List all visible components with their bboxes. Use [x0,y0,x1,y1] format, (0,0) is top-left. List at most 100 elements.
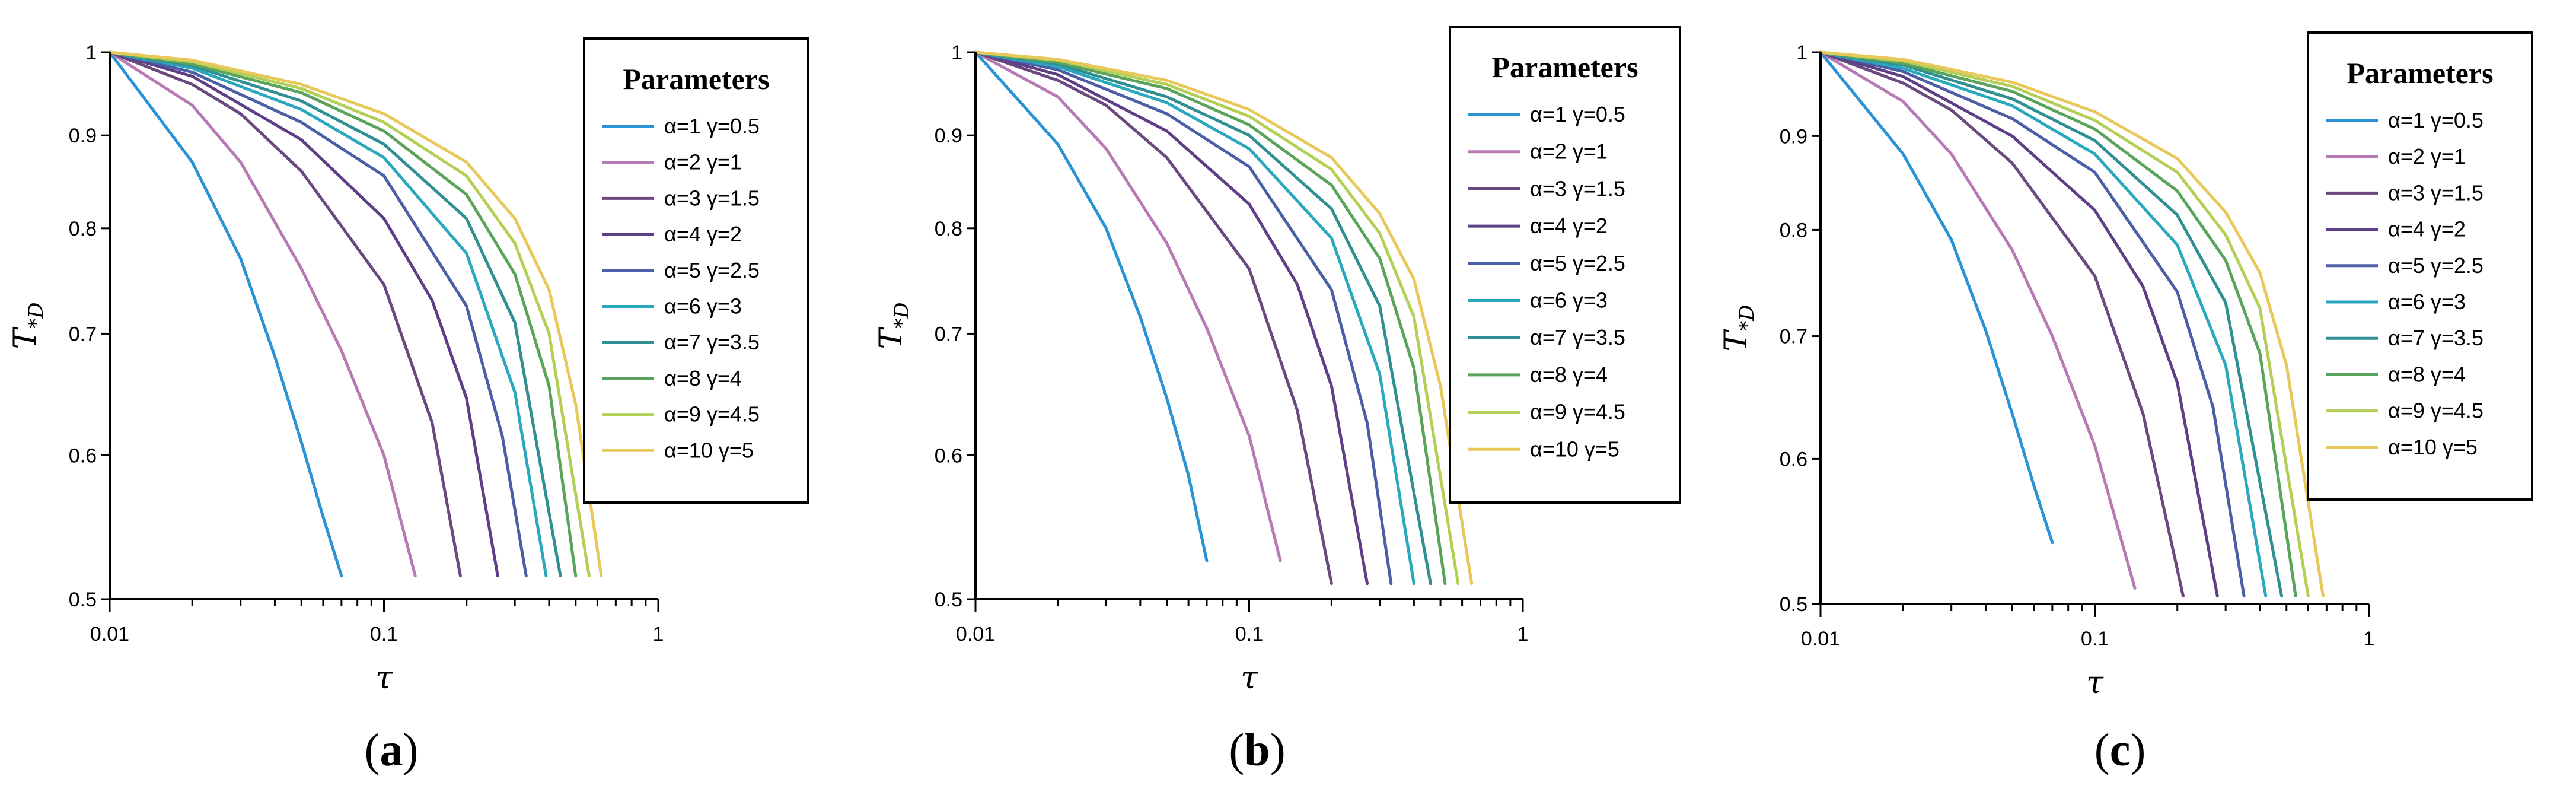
legend-label-9: α=9 γ=4.5 [2388,399,2483,423]
x-tick-label: 0.1 [370,623,398,645]
y-tick-label: 0.6 [69,444,97,467]
panel-label-close: ) [2130,724,2145,775]
panel-label-letter: c [2110,724,2131,775]
legend-label-6: α=6 γ=3 [664,294,742,319]
y-tick-label: 0.7 [69,323,97,345]
y-tick-label: 0.6 [1780,448,1807,470]
legend-label-9: α=9 γ=4.5 [664,402,760,427]
legend-title: Parameters [1491,50,1638,84]
legend-label-6: α=6 γ=3 [2388,290,2466,314]
series-line-1 [974,50,1209,562]
y-axis-label-main: T [873,326,909,349]
x-axis-label: τ [1241,660,1258,696]
y-tick-label: 0.7 [1780,326,1807,348]
panel-b: 0.01 0.1 1 0.5 0.6 0.7 0.8 0.9 1 τ T*D Parameters α=… [873,26,1681,775]
legend: Parameters α=1 γ=0.5 α=2 γ=1 α=3 γ=1.5 α=4 γ… [2307,31,2533,501]
series-line-2 [1819,50,2137,590]
y-axis-label-sub: *D [890,303,914,329]
series-line-8 [108,50,578,578]
series-line-10 [108,50,603,578]
x-tick-label: 1 [2364,628,2375,650]
y-tick-label: 0.7 [935,323,962,345]
y-tick-label: 0.8 [1780,219,1807,241]
y-axis-label-main: T [8,326,43,349]
x-axis-label: τ [2086,665,2104,701]
series-line-8 [974,50,1447,586]
legend-label-10: α=10 γ=5 [1530,437,1619,461]
y-tick-label: 1 [1796,42,1807,64]
legend-label-3: α=3 γ=1.5 [664,186,760,210]
legend-label-7: α=7 γ=3.5 [2388,326,2483,350]
legend-label-8: α=8 γ=4 [1530,362,1608,387]
legend-title: Parameters [2347,56,2493,90]
series-line-9 [1819,50,2310,598]
series-line-2 [974,50,1282,562]
y-tick-label: 0.6 [935,444,962,467]
series-line-10 [974,50,1474,586]
x-tick-label: 0.01 [90,623,129,645]
legend-label-4: α=4 γ=2 [664,222,742,246]
legend-label-9: α=9 γ=4.5 [1530,400,1625,424]
x-tick-label: 1 [1517,623,1529,645]
legend-label-10: α=10 γ=5 [2388,435,2478,459]
y-tick-label: 0.5 [1780,593,1807,616]
legend-label-8: α=8 γ=4 [2388,362,2466,386]
y-tick-label: 0.5 [69,589,97,611]
panel-label-open: ( [1229,724,1244,775]
legend-label-5: α=5 γ=2.5 [664,258,760,282]
y-axis-label-main: T [1719,329,1754,351]
series-line-6 [108,50,548,578]
series-line-3 [1819,50,2185,598]
panel-label-close: ) [403,724,419,775]
legend-label-5: α=5 γ=2.5 [1530,251,1625,275]
series-line-8 [1819,50,2297,598]
series-line-7 [1819,50,2284,598]
legend-label-1: α=1 γ=0.5 [1530,102,1625,126]
panel-c: 0.01 0.1 1 0.5 0.6 0.7 0.8 0.9 1 τ T*D Parameters α=… [1719,31,2533,775]
series-line-7 [974,50,1432,586]
legend-label-2: α=2 γ=1 [664,150,742,174]
series-line-1 [108,50,343,578]
legend-label-3: α=3 γ=1.5 [2388,180,2483,205]
y-tick-label: 1 [951,42,962,64]
legend-label-4: α=4 γ=2 [1530,214,1608,238]
y-tick-label: 0.9 [69,125,97,147]
legend-label-7: α=7 γ=3.5 [664,330,760,354]
panel-label: (a) [365,724,419,775]
panel-label-open: ( [2094,724,2110,775]
legend-label-2: α=2 γ=1 [2388,144,2466,168]
legend: Parameters α=1 γ=0.5 α=2 γ=1 α=3 γ=1.5 α=4 γ… [583,37,809,504]
x-tick-label: 0.1 [2081,628,2109,650]
y-tick-label: 0.8 [69,218,97,240]
y-tick-label: 0.5 [935,589,962,611]
panel-label-close: ) [1270,724,1286,775]
x-tick-label: 0.01 [1801,628,1840,650]
series-line-7 [108,50,562,578]
y-axis-label: T*D [8,303,48,349]
panel-label: (c) [2094,724,2146,775]
y-tick-label: 1 [85,42,97,64]
series-line-2 [108,50,417,578]
series-line-3 [974,50,1333,586]
series-line-6 [1819,50,2268,598]
legend: Parameters α=1 γ=0.5 α=2 γ=1 α=3 γ=1.5 α=4 γ… [1449,26,1681,504]
x-tick-label: 0.1 [1235,623,1263,645]
legend-label-8: α=8 γ=4 [664,366,742,390]
y-axis-label-sub: *D [1735,305,1759,331]
y-tick-label: 0.9 [935,125,962,147]
x-tick-label: 0.01 [956,623,995,645]
series-line-4 [1819,50,2219,598]
series-line-9 [108,50,591,578]
panel-a: 0.01 0.1 1 0.5 0.6 0.7 0.8 0.9 1 τ T*D Parameters α=… [8,37,809,775]
y-axis-label-sub: *D [24,303,48,329]
series-line-4 [974,50,1369,586]
series-line-3 [108,50,462,578]
legend-label-1: α=1 γ=0.5 [2388,108,2483,132]
panel-label-open: ( [365,724,380,775]
legend-title: Parameters [623,62,769,96]
x-axis-label: τ [375,660,393,696]
x-tick-label: 1 [653,623,664,645]
legend-label-4: α=4 γ=2 [2388,217,2466,241]
series-line-5 [974,50,1393,586]
